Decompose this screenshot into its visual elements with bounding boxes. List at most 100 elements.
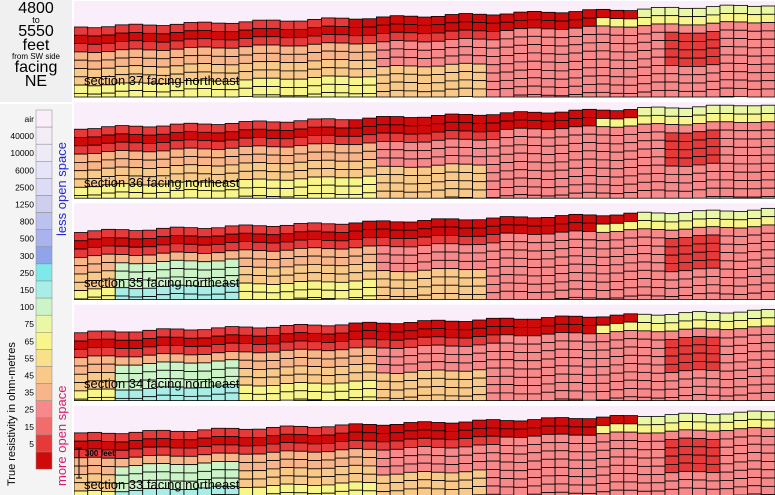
resistivity-cell bbox=[224, 147, 240, 157]
resistivity-cell bbox=[568, 492, 583, 495]
resistivity-cell bbox=[664, 132, 680, 142]
resistivity-cell bbox=[321, 17, 336, 27]
resistivity-cell bbox=[417, 261, 432, 271]
resistivity-cell bbox=[114, 441, 130, 451]
resistivity-cell bbox=[417, 253, 432, 263]
resistivity-cell bbox=[142, 126, 157, 136]
resistivity-cell bbox=[760, 71, 775, 82]
resistivity-cell bbox=[609, 118, 625, 128]
resistivity-cell bbox=[568, 44, 583, 54]
resistivity-cell bbox=[197, 329, 212, 339]
resistivity-cell bbox=[279, 45, 295, 55]
resistivity-cell bbox=[389, 323, 405, 333]
resistivity-cell bbox=[719, 421, 735, 432]
resistivity-cell bbox=[760, 241, 775, 251]
resistivity-cell bbox=[266, 443, 281, 453]
resistivity-cell bbox=[637, 41, 652, 51]
resistivity-cell bbox=[142, 262, 157, 273]
resistivity-cell bbox=[224, 242, 240, 252]
resistivity-cell bbox=[169, 156, 185, 166]
resistivity-cell bbox=[664, 107, 680, 117]
resistivity-cell bbox=[623, 440, 638, 450]
resistivity-cell bbox=[114, 57, 130, 67]
resistivity-cell bbox=[74, 390, 89, 400]
resistivity-cell bbox=[664, 296, 680, 300]
resistivity-cell bbox=[128, 90, 144, 98]
resistivity-cell bbox=[637, 269, 652, 280]
resistivity-cell bbox=[307, 35, 322, 45]
resistivity-cell bbox=[499, 469, 515, 480]
resistivity-cell bbox=[719, 329, 735, 339]
resistivity-cell bbox=[389, 73, 405, 83]
resistivity-cell bbox=[637, 313, 652, 323]
resistivity-cell bbox=[705, 6, 721, 16]
resistivity-cell bbox=[595, 357, 611, 368]
resistivity-cell bbox=[719, 471, 735, 481]
resistivity-cell bbox=[760, 113, 775, 123]
resistivity-cell bbox=[760, 216, 775, 226]
resistivity-cell bbox=[747, 485, 762, 495]
resistivity-cell bbox=[430, 243, 446, 253]
resistivity-cell bbox=[389, 397, 405, 401]
resistivity-cell bbox=[128, 246, 144, 256]
resistivity-cell bbox=[348, 152, 364, 162]
resistivity-cell bbox=[197, 429, 212, 439]
resistivity-cell bbox=[74, 298, 89, 300]
resistivity-cell bbox=[321, 467, 336, 478]
resistivity-cell bbox=[266, 259, 281, 269]
resistivity-cell bbox=[348, 364, 364, 374]
resistivity-cell bbox=[650, 73, 666, 83]
resistivity-cell bbox=[293, 256, 309, 266]
resistivity-cell bbox=[348, 76, 364, 86]
resistivity-cell bbox=[266, 94, 281, 98]
resistivity-cell bbox=[678, 57, 693, 67]
resistivity-cell bbox=[637, 482, 652, 492]
resistivity-cell bbox=[747, 427, 762, 437]
resistivity-cell bbox=[224, 225, 240, 235]
resistivity-cell bbox=[719, 268, 735, 278]
resistivity-cell bbox=[266, 19, 281, 29]
resistivity-cell bbox=[705, 104, 721, 114]
resistivity-cell bbox=[307, 435, 322, 445]
resistivity-cell bbox=[527, 343, 542, 353]
resistivity-cell bbox=[238, 21, 254, 31]
resistivity-cell bbox=[650, 220, 666, 230]
resistivity-cell bbox=[417, 446, 432, 456]
resistivity-cell bbox=[719, 210, 735, 220]
resistivity-cell bbox=[74, 256, 89, 267]
resistivity-cell bbox=[458, 13, 474, 23]
resistivity-cell bbox=[595, 483, 611, 493]
resistivity-cell bbox=[128, 255, 144, 265]
resistivity-cell bbox=[293, 289, 309, 299]
resistivity-cell bbox=[389, 174, 405, 184]
resistivity-cell bbox=[733, 294, 748, 300]
resistivity-cell bbox=[266, 426, 281, 437]
legend-swatch bbox=[35, 143, 53, 162]
resistivity-cell bbox=[650, 474, 666, 484]
resistivity-cell bbox=[169, 293, 185, 300]
resistivity-cell bbox=[609, 214, 625, 224]
resistivity-cell bbox=[692, 285, 707, 295]
resistivity-cell bbox=[266, 335, 281, 345]
resistivity-cell bbox=[114, 458, 130, 468]
resistivity-cell bbox=[444, 276, 460, 286]
resistivity-cell bbox=[472, 131, 487, 141]
resistivity-cell bbox=[142, 346, 157, 356]
legend-more-label: more open space bbox=[54, 386, 69, 486]
resistivity-cell bbox=[568, 247, 583, 257]
resistivity-cell bbox=[417, 33, 432, 43]
resistivity-cell bbox=[169, 140, 185, 150]
resistivity-cell bbox=[692, 172, 707, 182]
resistivity-cell bbox=[389, 141, 405, 151]
resistivity-cell bbox=[156, 236, 171, 246]
resistivity-cell bbox=[513, 385, 528, 395]
resistivity-cell bbox=[348, 230, 364, 240]
resistivity-cell bbox=[568, 94, 583, 98]
resistivity-cell bbox=[678, 82, 693, 92]
resistivity-cell bbox=[568, 126, 583, 136]
legend-value: 100 bbox=[20, 302, 34, 312]
resistivity-cell bbox=[389, 89, 405, 98]
resistivity-cell bbox=[389, 279, 405, 289]
resistivity-cell bbox=[692, 82, 707, 92]
resistivity-cell bbox=[637, 449, 652, 459]
